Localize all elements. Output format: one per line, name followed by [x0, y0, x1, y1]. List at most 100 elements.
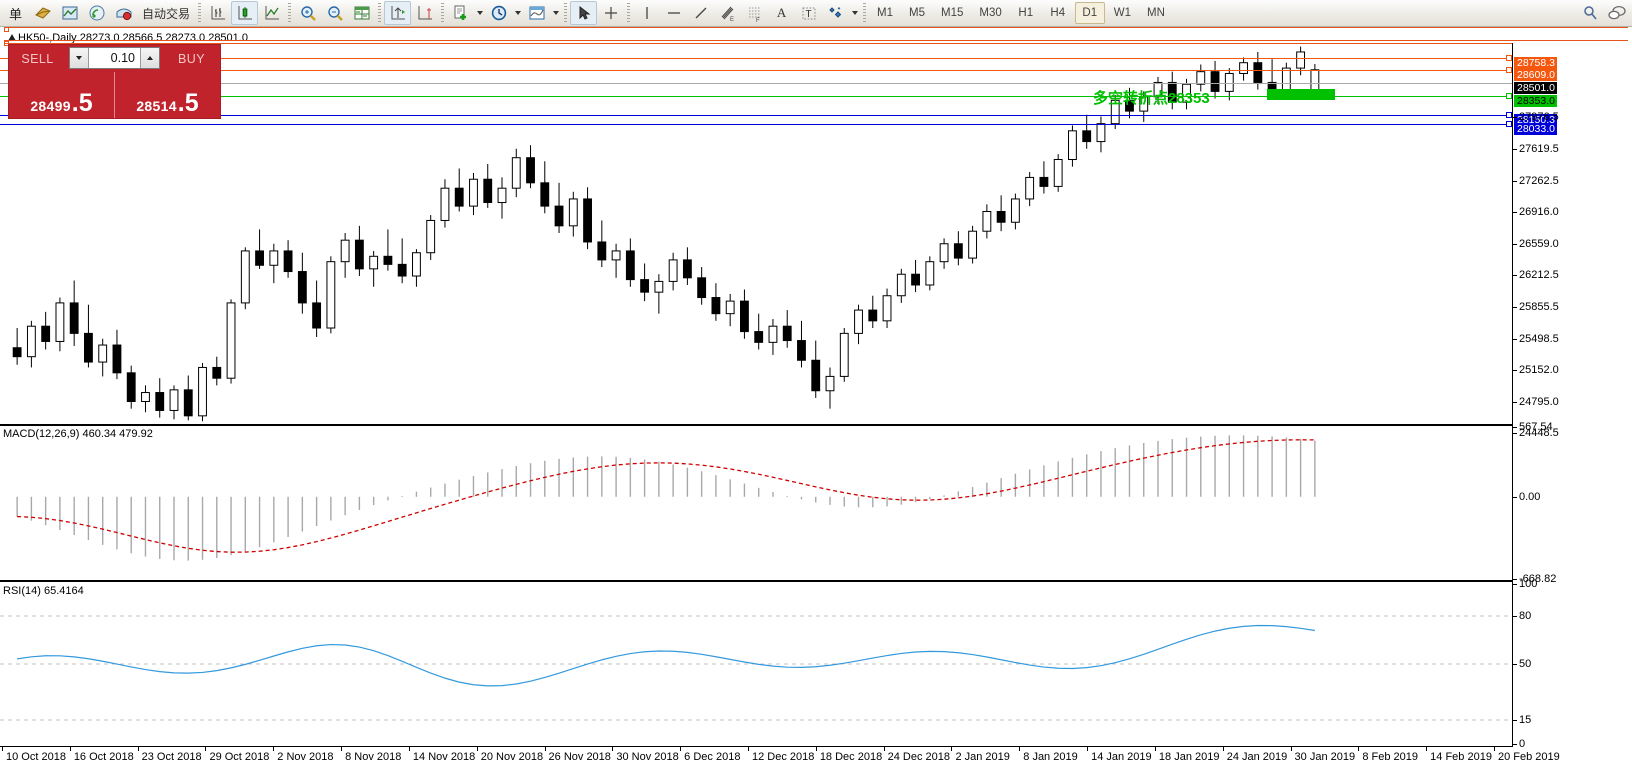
expert-advisors-icon[interactable] [29, 1, 56, 25]
time-axis-tick-mark [1019, 747, 1021, 751]
price-level-handle[interactable] [1506, 93, 1512, 99]
vertical-line-icon[interactable] [633, 1, 660, 25]
timeframe-h4[interactable]: H4 [1050, 7, 1066, 19]
toolbar-separator [860, 2, 869, 24]
price-axis-tick: 26916.0 [1519, 205, 1559, 218]
new-order-button[interactable]: 单 [2, 1, 29, 25]
price-level-line-28150[interactable] [0, 115, 1512, 116]
one-click-trading-prices: 28499 .5 28514 .5 [9, 72, 220, 118]
time-axis-tick: 29 Oct 2018 [209, 751, 270, 763]
timeframe-d1[interactable]: D1 [1074, 2, 1105, 24]
volume-increase-button[interactable] [140, 48, 159, 68]
timeframe-mn[interactable]: MN [1147, 7, 1165, 19]
period-icon[interactable] [485, 1, 512, 25]
market-icon[interactable] [110, 1, 137, 25]
volume-value[interactable]: 0.10 [110, 51, 135, 65]
templates-dropdown-arrow[interactable] [550, 1, 561, 25]
rsi-axis-tick: 15 [1519, 714, 1532, 726]
text-icon[interactable]: T [795, 1, 822, 25]
timeframe-h1[interactable]: H1 [1018, 7, 1034, 19]
time-axis-tick: 8 Nov 2018 [345, 751, 402, 763]
crosshair-icon[interactable] [597, 1, 624, 25]
price-level-handle[interactable] [1506, 121, 1512, 127]
trendline-icon[interactable] [687, 1, 714, 25]
time-axis-tick-mark [883, 747, 885, 751]
templates-icon[interactable] [523, 1, 550, 25]
price-axis-tick: 27262.5 [1519, 174, 1559, 187]
fibonacci-icon[interactable]: F [741, 1, 768, 25]
chart-shift-icon[interactable] [384, 1, 412, 25]
equidistant-channel-icon[interactable]: E [714, 1, 741, 25]
metaeditor-icon[interactable] [56, 1, 83, 25]
buy-price-button[interactable]: 28514 .5 [114, 72, 220, 118]
volume-decrease-button[interactable] [70, 48, 89, 68]
price-candles [12, 46, 1320, 422]
period-dropdown-arrow[interactable] [512, 1, 523, 25]
rsi-axis-tick: 100 [1519, 578, 1538, 590]
chart-selection-handle[interactable] [4, 27, 9, 32]
rsi-pane-divider [0, 580, 1512, 582]
macd-axis-tick-mark [1513, 496, 1517, 498]
price-level-handle[interactable] [1506, 55, 1512, 61]
price-axis-tick: 24448.5 [1519, 427, 1559, 439]
price-level-line-28609[interactable] [0, 70, 1512, 71]
price-tag-28758: 28758.3 [1514, 57, 1557, 69]
shapes-dropdown-arrow[interactable] [849, 1, 860, 25]
timeframe-m15[interactable]: M15 [941, 7, 964, 19]
macd-axis-tick: -668.82 [1519, 573, 1557, 585]
candlestick-chart-icon[interactable] [231, 1, 259, 25]
line-chart-icon[interactable] [258, 1, 285, 25]
macd-label: MACD(12,26,9) 460.34 479.92 [3, 428, 153, 440]
shapes-icon[interactable] [822, 1, 849, 25]
chart-frame-line-2 [5, 43, 1512, 44]
sell-price-button[interactable]: 28499 .5 [9, 72, 114, 118]
price-axis-tick: 26212.5 [1519, 268, 1559, 281]
sell-button-label[interactable]: SELL [21, 51, 54, 66]
zoom-out-icon[interactable] [321, 1, 348, 25]
time-axis-tick: 26 Nov 2018 [548, 751, 611, 763]
chat-icon[interactable] [1603, 1, 1630, 25]
price-level-line-28501[interactable] [0, 83, 1512, 84]
rsi-axis-tick-mark [1513, 616, 1517, 617]
timeframe-m5[interactable]: M5 [909, 7, 925, 19]
buy-button-label[interactable]: BUY [178, 51, 205, 66]
timeframe-w1[interactable]: W1 [1113, 7, 1132, 19]
price-axis-tick-mark [1513, 274, 1517, 276]
toolbar-separator [561, 2, 570, 24]
time-axis-tick-mark [205, 747, 207, 751]
magnifier-icon[interactable] [1576, 1, 1603, 25]
price-level-line-28033[interactable] [0, 124, 1512, 125]
price-axis-tick: 24795.0 [1519, 395, 1559, 408]
rsi-label: RSI(14) 65.4164 [3, 585, 84, 597]
price-level-handle[interactable] [1506, 112, 1512, 118]
one-click-trading-panel[interactable]: SELL 0.10 BUY 28499 .5 28514 .5 [8, 44, 221, 119]
text-label-icon[interactable]: A [776, 5, 787, 20]
price-level-handle[interactable] [1506, 67, 1512, 73]
time-axis-tick-mark [69, 747, 71, 751]
cursor-icon[interactable] [570, 1, 598, 25]
bar-chart-icon[interactable] [204, 1, 231, 25]
indicators-icon[interactable] [447, 1, 474, 25]
svg-text:E: E [730, 17, 734, 22]
data-window-icon[interactable] [348, 1, 375, 25]
zoom-in-icon[interactable] [294, 1, 321, 25]
price-level-line-28758[interactable] [0, 58, 1512, 59]
signals-icon[interactable] [83, 1, 110, 25]
volume-stepper[interactable]: 0.10 [69, 47, 160, 69]
time-axis-tick-mark [680, 747, 682, 751]
price-axis-tick-mark [1513, 116, 1517, 118]
price-tag-28033: 28033.0 [1514, 123, 1557, 135]
rsi-axis-tick-mark [1513, 584, 1517, 585]
horizontal-line-icon[interactable] [660, 1, 687, 25]
time-axis-tick-mark [408, 747, 410, 751]
price-level-line-28353[interactable] [0, 96, 1512, 97]
indicators-dropdown-arrow[interactable] [474, 1, 485, 25]
timeframe-m1[interactable]: M1 [877, 7, 893, 19]
auto-trading-label[interactable]: 自动交易 [142, 6, 191, 21]
chart-collapse-icon[interactable] [7, 33, 17, 42]
timeframe-m30[interactable]: M30 [979, 7, 1002, 19]
rsi-axis-tick-mark [1513, 720, 1517, 721]
macd-axis-tick-mark [1513, 427, 1517, 428]
auto-scroll-icon[interactable] [411, 1, 438, 25]
chart-area[interactable]: HK50-,Daily 28273.0 28566.5 28273.0 2850… [0, 27, 1632, 774]
